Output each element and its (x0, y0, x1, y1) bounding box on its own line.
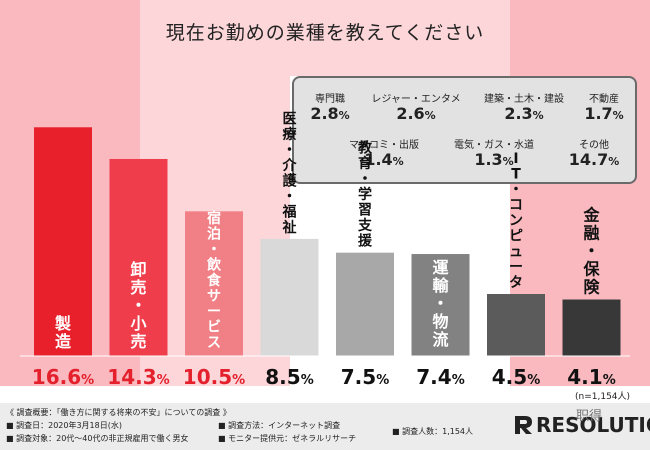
value-label-6: 4.5% (492, 365, 540, 389)
other-item-2: 建築・土木・建設 2.3% (474, 90, 574, 125)
category-label-5: 運輸・物流 (432, 258, 449, 349)
other-value-5: 1.3% (474, 150, 514, 169)
bar-3 (260, 238, 319, 356)
value-label-1: 14.3% (107, 365, 169, 389)
value-label-3: 8.5% (265, 365, 313, 389)
other-item-0: 専門職 2.8% (300, 90, 360, 125)
other-value-3: 1.7% (584, 104, 624, 123)
title-band (140, 0, 510, 76)
survey-method: ■ 調査方法：インターネット調査 (218, 421, 341, 430)
bar-4 (336, 252, 394, 356)
bar-6 (487, 294, 545, 356)
others-box: 専門職 2.8% レジャー・エンタメ 2.6% 建築・土木・建設 2.3% 不動産 1.7% マ… (292, 76, 637, 184)
footer: 《 調査概要：「働き方に関する将来の不安」についての調査 》 ■ 調査日：202… (0, 403, 650, 450)
other-label-4: マスコミ・出版 (349, 140, 419, 151)
survey-date: ■ 調査日：2020年3月18日(水) (6, 421, 122, 430)
other-label-3: 不動産 (589, 94, 619, 105)
other-value-2: 2.3% (504, 104, 544, 123)
other-item-5: 電気・ガス・水道 1.3% (444, 136, 544, 171)
other-item-6: その他 14.7% (554, 136, 634, 171)
category-label-2: 宿泊・飲食サービス (206, 210, 222, 351)
survey-target: ■ 調査対象：20代〜40代の非正規雇用で働く男女 (6, 434, 189, 443)
bar-1 (109, 158, 168, 356)
bar-chart: 製造 16.6% 卸売・小売 14.3% 宿泊・飲食サービス 10.5% 医療・介護・福祉 8… (20, 111, 630, 389)
other-value-1: 2.6% (396, 104, 436, 123)
sample-size-label: (n=1,154人) (575, 392, 631, 402)
other-label-0: 専門職 (315, 94, 345, 105)
baseline-band (0, 386, 650, 403)
bar-2 (185, 211, 243, 356)
other-value-0: 2.8% (310, 104, 350, 123)
chart-title: 現在お勤めの業種を教えてください (165, 22, 485, 44)
resolution-logo-icon (515, 416, 532, 434)
value-label-0: 16.6% (32, 365, 94, 389)
other-label-2: 建築・土木・建設 (484, 94, 564, 105)
survey-count: ■ 調査人数：1,154人 (392, 427, 474, 436)
category-label-4: 教育・学習支援 (357, 140, 373, 250)
value-label-5: 7.4% (416, 365, 464, 389)
bar-5 (411, 254, 470, 356)
logo-text: RESOLUTION (536, 413, 650, 437)
other-label-1: レジャー・エンタメ (371, 94, 461, 105)
other-item-1: レジャー・エンタメ 2.6% (366, 90, 466, 125)
other-label-6: その他 (579, 140, 609, 151)
other-value-4: 1.4% (364, 150, 404, 169)
other-item-3: 不動産 1.7% (576, 90, 632, 125)
watermark: 职得 (576, 409, 603, 424)
value-label-2: 10.5% (183, 365, 245, 389)
category-label-6: I T ・コンピュータ (509, 151, 523, 291)
bar-0 (34, 127, 92, 357)
survey-provider: ■ モニター提供元：ゼネラルリサーチ (218, 434, 357, 443)
category-label-1: 卸売・小売 (130, 260, 146, 351)
bar-7 (562, 299, 621, 356)
other-value-6: 14.7% (568, 150, 620, 169)
other-label-5: 電気・ガス・水道 (454, 140, 534, 151)
survey-overview: 《 調査概要：「働き方に関する将来の不安」についての調査 》 (6, 408, 231, 417)
value-label-7: 4.1% (567, 365, 615, 389)
category-label-0: 製造 (54, 314, 72, 351)
category-label-7: 金融・保険 (582, 206, 600, 297)
other-item-4: マスコミ・出版 1.4% (334, 136, 434, 171)
value-label-4: 7.5% (341, 365, 389, 389)
category-label-3: 医療・介護・福祉 (282, 111, 298, 236)
